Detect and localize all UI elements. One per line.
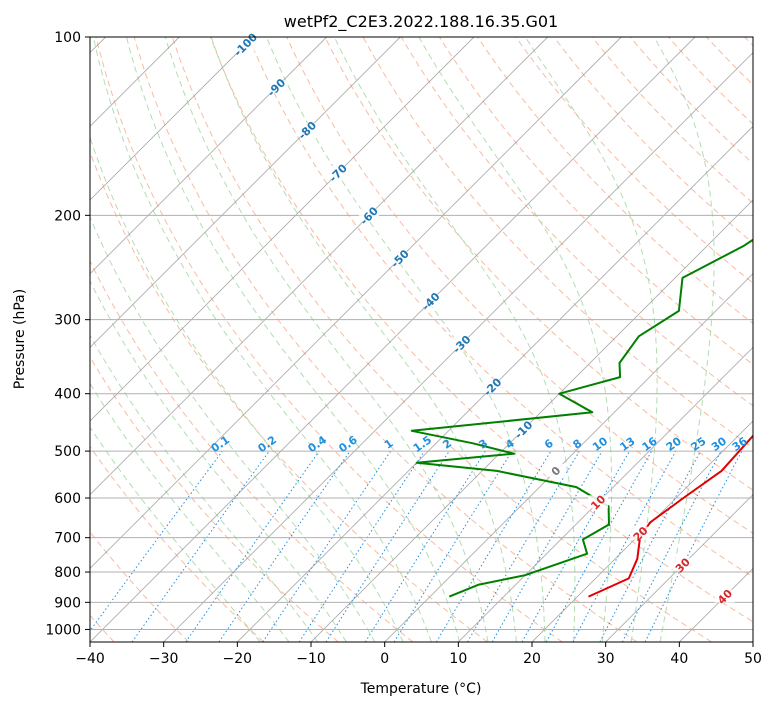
x-tick-label: −40 <box>75 651 105 667</box>
label-backdrop <box>545 463 566 477</box>
isotherm-line <box>605 494 753 642</box>
isotherm-line <box>531 420 753 642</box>
y-tick-label: 900 <box>54 595 81 611</box>
label-backdrop <box>714 589 735 603</box>
label-backdrop <box>266 80 287 94</box>
isotherm-line <box>90 37 475 422</box>
moist-adiabat <box>653 37 715 642</box>
plot-frame <box>89 36 754 643</box>
x-tick-label: 40 <box>670 651 688 667</box>
isotherm-line <box>310 199 753 642</box>
dry-adiabat <box>95 37 563 642</box>
mixing-ratio-line <box>572 450 677 642</box>
label-backdrop <box>358 208 379 222</box>
x-tick-label: 20 <box>523 651 541 667</box>
isotherm-line <box>90 37 327 275</box>
moist-adiabat <box>210 37 517 642</box>
chart-title: wetPf2_C2E3.2022.188.16.35.G01 <box>284 12 558 32</box>
isotherm-line <box>458 346 753 642</box>
y-tick-label: 200 <box>54 208 81 224</box>
moist-adiabat <box>333 37 576 642</box>
mixing-ratio-line <box>185 450 320 642</box>
x-tick-label: 30 <box>597 651 615 667</box>
moist-adiabat <box>126 37 461 642</box>
mixing-ratio-line <box>393 450 513 642</box>
y-tick-label: 500 <box>54 444 81 460</box>
isotherm-line <box>90 37 254 201</box>
label-backdrop <box>672 558 693 572</box>
y-tick-label: 1000 <box>45 622 81 638</box>
y-tick-label: 400 <box>54 387 81 403</box>
moist-adiabat <box>90 215 376 642</box>
x-tick-label: −10 <box>296 651 326 667</box>
label-backdrop <box>588 495 609 509</box>
isotherm-line <box>752 641 753 642</box>
dry-adiabat <box>286 37 753 534</box>
axes: −40 −30 −20 −10 0 10 20 30 40 50 1000 900 800 700 600 5… <box>45 30 762 667</box>
moist-adiabat <box>90 334 319 642</box>
plot-area <box>90 37 753 642</box>
mixing-ratio-line <box>262 450 392 642</box>
y-tick-label: 100 <box>54 30 81 46</box>
moist-adiabat <box>90 135 404 642</box>
isotherm-line <box>90 37 696 642</box>
label-backdrop <box>630 526 651 540</box>
y-tick-label: 800 <box>54 565 81 581</box>
mixing-ratio-line <box>545 450 653 642</box>
y-axis-title: Pressure (hPa) <box>12 289 28 389</box>
x-tick-label: −20 <box>223 651 253 667</box>
label-backdrop <box>482 379 503 393</box>
moist-adiabat <box>418 37 613 642</box>
label-backdrop <box>389 251 410 265</box>
dry-adiabat <box>515 37 753 284</box>
dry-adiabat <box>248 37 753 578</box>
x-tick-label: 10 <box>449 651 467 667</box>
label-backdrop <box>420 294 441 308</box>
isotherm-line <box>90 37 548 496</box>
moist-adiabat <box>92 37 432 642</box>
label-backdrop <box>235 37 256 51</box>
moist-adiabat <box>524 37 658 642</box>
isotherm-line <box>237 125 753 642</box>
mixing-ratio-line <box>218 450 351 642</box>
isotherm-line <box>90 37 401 348</box>
mixing-ratio-line <box>325 450 450 642</box>
x-tick-label: 0 <box>380 651 389 667</box>
mixing-ratio-line <box>131 450 270 642</box>
mixing-ratio-line <box>90 450 223 632</box>
moist-adiabat <box>90 426 261 642</box>
label-backdrop <box>328 165 349 179</box>
y-tick-label: 600 <box>54 491 81 507</box>
label-backdrop <box>513 422 534 436</box>
dry-adiabat <box>90 259 414 642</box>
moist-adiabat <box>164 37 489 642</box>
isotherm-line <box>384 273 753 642</box>
x-tick-label: −30 <box>149 651 179 667</box>
y-tick-label: 300 <box>54 313 81 329</box>
label-backdrop <box>451 337 472 351</box>
dewpoint-line <box>410 238 753 598</box>
moist-adiabat <box>90 382 290 642</box>
isotherm-line <box>90 37 622 569</box>
x-tick-label: 50 <box>744 651 762 667</box>
moist-adiabat <box>266 37 546 642</box>
dry-adiabat <box>90 445 264 642</box>
mixing-ratio-line <box>644 450 743 642</box>
dry-adiabat <box>324 37 753 491</box>
dry-adiabat <box>90 356 339 642</box>
dry-adiabat <box>171 37 712 642</box>
x-axis-title: Temperature (°C) <box>360 681 482 697</box>
mixing-ratio-line <box>521 450 630 642</box>
label-backdrop <box>297 123 318 137</box>
y-tick-label: 700 <box>54 531 81 547</box>
mixing-ratio-line <box>298 450 425 642</box>
